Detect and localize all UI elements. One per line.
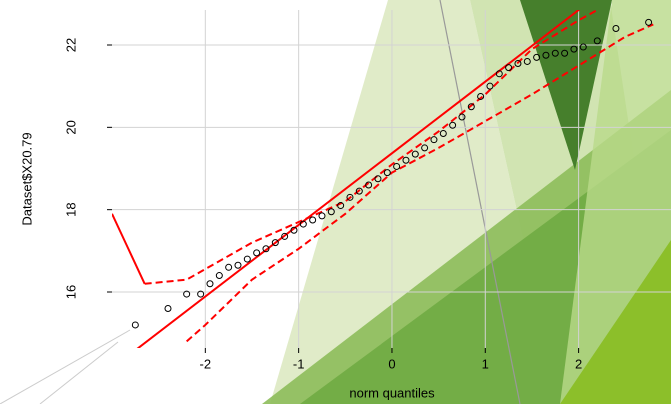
data-point xyxy=(477,92,485,100)
data-point xyxy=(533,53,541,61)
data-point xyxy=(570,45,578,53)
data-point xyxy=(421,144,429,152)
data-point xyxy=(411,150,419,158)
plot-area xyxy=(112,10,671,348)
data-point xyxy=(225,263,233,271)
data-point xyxy=(645,18,653,26)
data-point xyxy=(523,57,531,65)
x-tick-label: 2 xyxy=(575,356,582,371)
data-point xyxy=(309,216,317,224)
data-point xyxy=(486,82,494,90)
data-point xyxy=(383,169,391,177)
data-point xyxy=(327,208,335,216)
data-point xyxy=(402,156,410,164)
reference-line xyxy=(136,10,581,348)
confidence-band xyxy=(185,23,654,343)
data-point xyxy=(355,187,363,195)
data-point xyxy=(449,121,457,129)
data-point xyxy=(612,25,620,33)
data-point xyxy=(579,43,587,51)
data-point xyxy=(206,280,214,288)
data-point xyxy=(393,162,401,170)
data-point xyxy=(374,175,382,183)
data-point xyxy=(271,239,279,247)
data-point xyxy=(318,212,326,220)
data-point xyxy=(290,226,298,234)
data-point xyxy=(164,304,172,312)
y-tick-label: 20 xyxy=(63,120,78,134)
data-point xyxy=(253,249,261,257)
x-tick-label: 1 xyxy=(482,356,489,371)
data-point xyxy=(458,113,466,121)
data-point xyxy=(365,181,373,189)
data-point xyxy=(561,49,569,57)
data-point xyxy=(337,202,345,210)
y-tick-label: 22 xyxy=(63,38,78,52)
data-point xyxy=(299,220,307,228)
data-point xyxy=(505,64,513,72)
data-point xyxy=(430,136,438,144)
y-axis-label: Dataset$X20.79 xyxy=(19,132,34,225)
data-point xyxy=(495,70,503,78)
data-point xyxy=(131,321,139,329)
x-tick-label: 0 xyxy=(388,356,395,371)
data-point xyxy=(234,261,242,269)
y-tick-label: 16 xyxy=(63,285,78,299)
y-tick-label: 18 xyxy=(63,202,78,216)
data-point xyxy=(281,232,289,240)
confidence-band xyxy=(144,10,598,285)
data-point xyxy=(439,130,447,138)
data-point xyxy=(243,255,251,263)
data-point xyxy=(542,51,550,59)
data-point xyxy=(262,245,270,253)
data-point xyxy=(197,290,205,298)
x-tick-label: -2 xyxy=(200,356,212,371)
data-point xyxy=(215,272,223,280)
data-point xyxy=(593,37,601,45)
data-point xyxy=(514,60,522,68)
x-tick-label: -1 xyxy=(293,356,305,371)
data-point xyxy=(346,193,354,201)
x-axis-label: norm quantiles xyxy=(349,385,435,400)
reference-line xyxy=(112,213,146,285)
data-point xyxy=(467,103,475,111)
data-point xyxy=(183,290,191,298)
data-point xyxy=(551,49,559,57)
